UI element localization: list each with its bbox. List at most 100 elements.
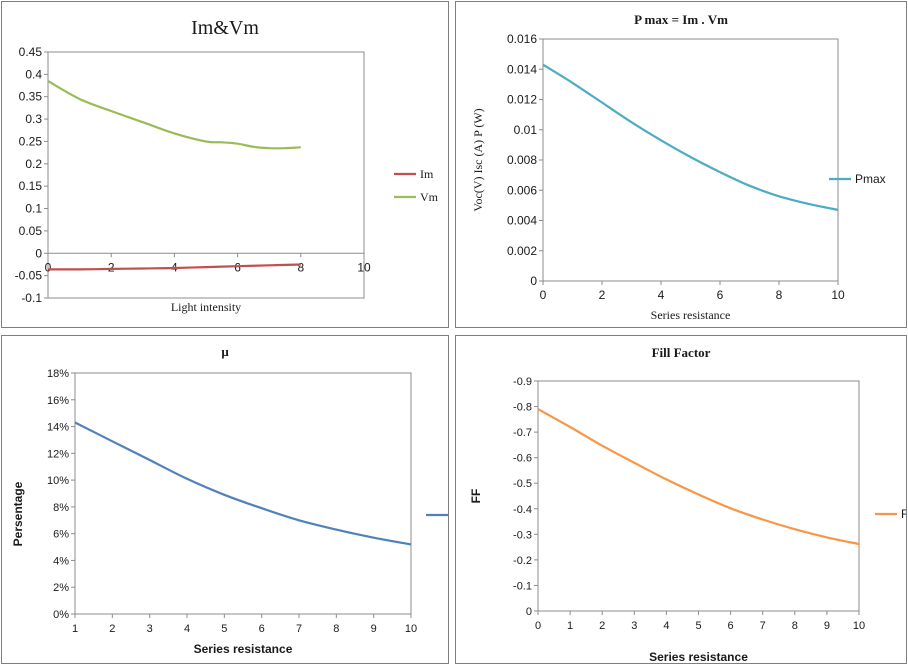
y-tick-label: 0.016 <box>507 32 537 46</box>
y-tick-label: 0.002 <box>507 244 537 258</box>
chart-panel-mu: μ 0% 2% 4% 6% 8% 10% 12% 14% 16% 18% 1 2 3 4 5 6 7 8 9 10 Ser… <box>1 335 449 664</box>
x-tick-label: 6 <box>259 623 265 635</box>
x-tick-label: 5 <box>221 623 227 635</box>
x-tick-label: 8 <box>792 620 798 632</box>
y-tick-label: 0 <box>35 246 42 260</box>
y-tick-label: 0.15 <box>19 179 43 193</box>
y-tick-label: -0.7 <box>513 427 532 439</box>
chart-title: Fill Factor <box>652 345 711 360</box>
y-tick-label: 6% <box>53 529 69 541</box>
y-tick-label: 0 <box>526 606 532 618</box>
x-tick-label: 3 <box>631 620 637 632</box>
x-axis-label: Series resistance <box>194 642 293 656</box>
y-tick-label: -0.4 <box>513 504 532 516</box>
x-tick-label: 0 <box>535 620 541 632</box>
y-tick-label: 0.35 <box>19 90 43 104</box>
x-axis-label: Series resistance <box>649 650 748 663</box>
y-tick-label: 0.008 <box>507 153 537 167</box>
plot-area <box>74 372 412 615</box>
series-line-im <box>48 263 301 271</box>
chart-panel-pmax: P max = Im . Vm 0 0.002 0.004 0.006 0.008 0.01… <box>455 1 907 328</box>
x-tick-label: 10 <box>357 260 371 274</box>
y-tick-label: 16% <box>47 395 69 407</box>
x-tick-label: 9 <box>824 620 830 632</box>
chart-panel-im-vm: Im&Vm -0.1 -0.05 0 0.05 0.1 0.15 0.2 0.25 0.3 0.35… <box>1 1 449 328</box>
legend-label: Vm <box>420 190 439 204</box>
y-tick-label: 2% <box>53 582 69 594</box>
y-tick-label: -0.1 <box>513 580 532 592</box>
x-tick-label: 6 <box>717 288 724 302</box>
y-tick-label: 10% <box>47 475 69 487</box>
fill-factor-chart: Fill Factor 0 -0.1 -0.2 -0.3 -0.4 -0.5 -0.6 -0.7… <box>469 345 906 663</box>
x-tick-label: 3 <box>147 623 153 635</box>
x-tick-label: 2 <box>108 260 115 274</box>
plot-area <box>537 380 860 612</box>
x-axis-label: Series resistance <box>651 308 731 322</box>
im-vm-chart: Im&Vm-0.1-0.0500.050.10.150.20.250.30.35… <box>15 17 439 314</box>
series-line- <box>74 421 412 546</box>
y-tick-label: -0.05 <box>15 269 43 283</box>
y-tick-label: 0.004 <box>507 214 537 228</box>
y-tick-label: 0.4 <box>25 67 42 81</box>
x-tick-label: 4 <box>658 288 665 302</box>
pmax-chart: P max = Im . Vm 0 0.002 0.004 0.006 0.008 0.01… <box>471 12 886 322</box>
x-tick-label: 5 <box>695 620 701 632</box>
x-tick-label: 8 <box>776 288 783 302</box>
y-tick-label: 14% <box>47 422 69 434</box>
x-tick-label: 2 <box>599 288 606 302</box>
legend-label: Pmax <box>855 172 886 186</box>
x-tick-label: 10 <box>853 620 865 632</box>
mu-chart: μ 0% 2% 4% 6% 8% 10% 12% 14% 16% 18% 1 2 3 4 5 6 7 8 9 10 Ser… <box>11 344 448 656</box>
y-tick-label: 0.012 <box>507 93 537 107</box>
legend-label: Im <box>420 167 434 181</box>
y-tick-label: 18% <box>47 368 69 380</box>
y-axis-label: Voc(V) Isc (A) P (W) <box>471 108 485 211</box>
series-line-pmax <box>542 63 839 211</box>
series-line-vm <box>47 80 301 150</box>
x-tick-label: 7 <box>760 620 766 632</box>
x-tick-label: 1 <box>72 623 78 635</box>
chart-panel-fill-factor: Fill Factor 0 -0.1 -0.2 -0.3 -0.4 -0.5 -0.6 -0.7… <box>455 335 907 664</box>
y-tick-label: -0.1 <box>21 291 42 305</box>
chart-title: μ <box>221 344 229 359</box>
plot-area <box>47 51 365 299</box>
x-tick-label: 1 <box>567 620 573 632</box>
y-tick-label: 0.2 <box>25 157 42 171</box>
y-tick-label: -0.2 <box>513 555 532 567</box>
x-tick-label: 0 <box>540 288 547 302</box>
y-tick-label: 0.3 <box>25 112 42 126</box>
series-line-ff <box>537 408 860 546</box>
x-tick-label: 4 <box>663 620 669 632</box>
x-tick-label: 2 <box>109 623 115 635</box>
x-tick-label: 0 <box>45 260 52 274</box>
y-tick-label: 0 <box>530 274 537 288</box>
y-tick-label: 0.1 <box>25 202 42 216</box>
chart-title: P max = Im . Vm <box>634 12 728 27</box>
legend-label: FF <box>901 507 906 521</box>
x-tick-label: 8 <box>297 260 304 274</box>
y-axis-label: FF <box>469 489 483 504</box>
y-tick-label: 0.014 <box>507 62 537 76</box>
x-tick-label: 7 <box>296 623 302 635</box>
y-tick-label: 8% <box>53 502 69 514</box>
y-axis-label: Persentage <box>11 481 25 546</box>
x-tick-label: 6 <box>728 620 734 632</box>
y-tick-label: 0.01 <box>514 123 538 137</box>
x-tick-label: 2 <box>599 620 605 632</box>
y-tick-label: -0.9 <box>513 376 532 388</box>
x-tick-label: 8 <box>333 623 339 635</box>
y-tick-label: 4% <box>53 555 69 567</box>
y-tick-label: 0.006 <box>507 183 537 197</box>
y-tick-label: 0.25 <box>19 134 43 148</box>
x-tick-label: 9 <box>371 623 377 635</box>
y-tick-label: 0.45 <box>19 45 43 59</box>
y-tick-label: 0% <box>53 609 69 621</box>
y-tick-label: -0.3 <box>513 529 532 541</box>
y-tick-label: -0.5 <box>513 478 532 490</box>
x-tick-label: 10 <box>831 288 845 302</box>
chart-title: Im&Vm <box>191 17 259 39</box>
y-tick-label: 0.05 <box>19 224 43 238</box>
x-tick-label: 10 <box>405 623 417 635</box>
x-tick-label: 4 <box>184 623 190 635</box>
y-tick-label: -0.6 <box>513 453 532 465</box>
